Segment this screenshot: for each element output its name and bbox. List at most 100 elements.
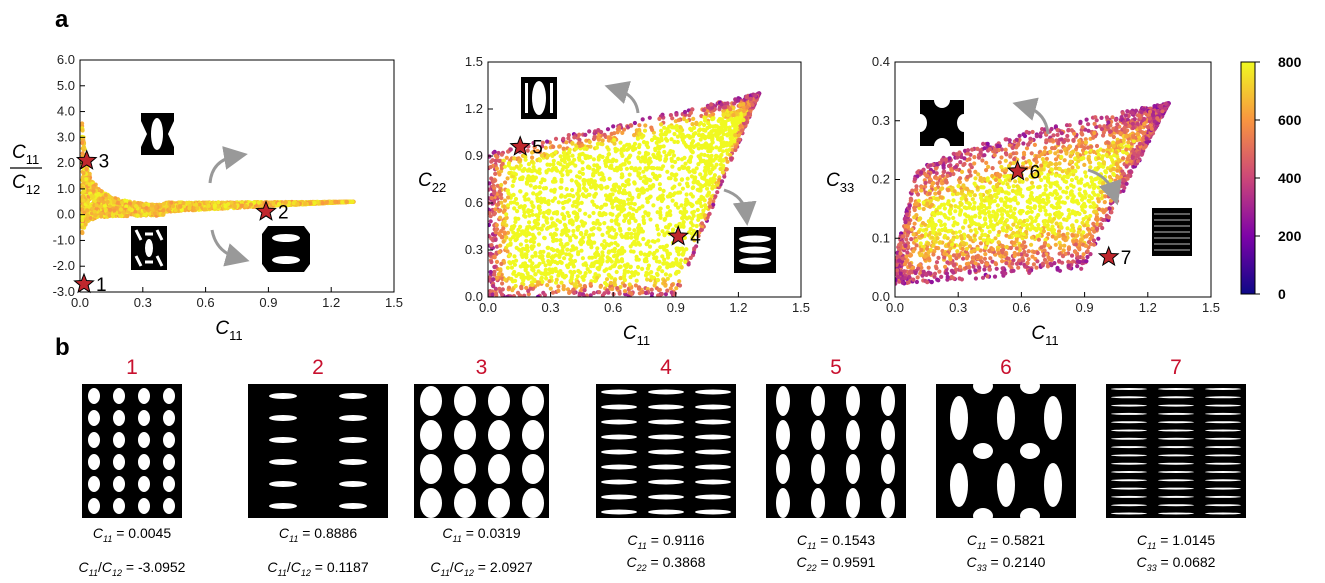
scatter-point	[718, 166, 723, 172]
scatter-point	[623, 264, 629, 269]
scatter-point	[575, 211, 580, 217]
scatter-point	[488, 187, 491, 192]
scatter-point	[690, 149, 695, 154]
scatter-point	[587, 165, 592, 170]
scatter-point	[539, 153, 545, 158]
scatter-point	[596, 137, 602, 142]
scatter-point	[502, 204, 507, 209]
scatter-point	[539, 276, 544, 282]
scatter-point	[513, 196, 519, 202]
scatter-point	[664, 261, 670, 266]
scatter-point	[99, 214, 104, 219]
scatter-point	[664, 243, 670, 248]
scatter-point	[578, 270, 583, 275]
scatter-point	[592, 194, 597, 199]
scatter-point	[632, 228, 637, 233]
scatter-point	[239, 203, 245, 208]
scatter-point	[702, 152, 707, 158]
scatter-point	[153, 204, 158, 210]
scatter-point	[718, 162, 724, 167]
scatter-point	[494, 275, 499, 280]
scatter-point	[623, 292, 628, 297]
scatter-point	[679, 203, 684, 208]
scatter-point	[668, 286, 673, 291]
scatter-point	[526, 197, 531, 202]
scatter-point	[634, 257, 639, 262]
scatter-point	[651, 152, 656, 157]
scatter-point	[107, 213, 112, 218]
scatter-point	[522, 204, 527, 209]
scatter-point	[558, 154, 563, 159]
scatter-point	[627, 160, 632, 165]
highlight-star	[255, 200, 277, 221]
scatter-point	[558, 170, 563, 175]
scatter-point	[588, 281, 593, 287]
scatter-point	[497, 172, 502, 177]
scatter-point	[694, 121, 699, 127]
scatter-point	[709, 163, 714, 168]
scatter-point	[118, 213, 123, 218]
scatter-point	[118, 207, 123, 212]
scatter-point	[521, 168, 526, 173]
scatter-point	[566, 228, 571, 233]
scatter-point	[547, 261, 552, 266]
scatter-point	[636, 155, 641, 160]
scatter-point	[524, 243, 530, 248]
scatter-point	[489, 176, 494, 181]
scatter-point	[614, 232, 619, 237]
scatter-point	[644, 177, 650, 182]
scatter-point	[620, 162, 626, 167]
scatter-point	[646, 211, 651, 216]
scatter-point	[662, 247, 667, 252]
scatter-point	[646, 263, 652, 268]
scatter-point	[202, 207, 207, 212]
scatter-point	[512, 156, 517, 161]
scatter-point	[720, 124, 725, 129]
scatter-point	[498, 289, 503, 294]
scatter-point	[619, 209, 624, 214]
scatter-point	[536, 214, 541, 219]
scatter-point	[530, 267, 535, 272]
scatter-point	[127, 206, 132, 212]
scatter-point	[600, 232, 605, 237]
scatter-point	[562, 214, 567, 219]
scatter-point	[505, 265, 510, 270]
scatter-point	[493, 171, 498, 176]
scatter-point	[627, 220, 632, 225]
scatter-point	[571, 287, 576, 292]
scatter-point	[501, 226, 506, 231]
scatter-point	[724, 167, 729, 172]
scatter-point	[695, 179, 701, 185]
scatter-point	[295, 202, 300, 207]
scatter-point	[206, 203, 211, 208]
scatter-point	[566, 213, 572, 219]
scatter-point	[698, 121, 704, 126]
scatter-point	[192, 206, 197, 211]
scatter-point	[607, 176, 612, 181]
scatter-point	[627, 142, 632, 147]
scatter-point	[85, 217, 90, 222]
scatter-point	[731, 106, 736, 111]
scatter-point	[581, 277, 586, 282]
scatter-point	[699, 227, 704, 232]
scatter-point	[671, 153, 677, 158]
scatter-point	[637, 144, 642, 150]
scatter-point	[724, 125, 729, 130]
scatter-point	[592, 180, 597, 185]
scatter-point	[689, 174, 695, 179]
scatter-point	[531, 225, 536, 230]
scatter-point	[663, 272, 669, 277]
scatter-point	[530, 282, 535, 287]
scatter-point	[606, 152, 612, 157]
scatter-point	[340, 200, 345, 205]
scatter-point	[565, 263, 570, 268]
scatter-point	[587, 181, 592, 187]
scatter-point	[573, 146, 579, 151]
scatter-point	[657, 116, 662, 121]
scatter-point	[651, 203, 656, 208]
scatter-point	[672, 173, 678, 178]
scatter-point	[587, 255, 592, 260]
scatter-point	[531, 164, 536, 170]
scatter-point	[694, 166, 699, 171]
scatter-point	[504, 235, 509, 240]
